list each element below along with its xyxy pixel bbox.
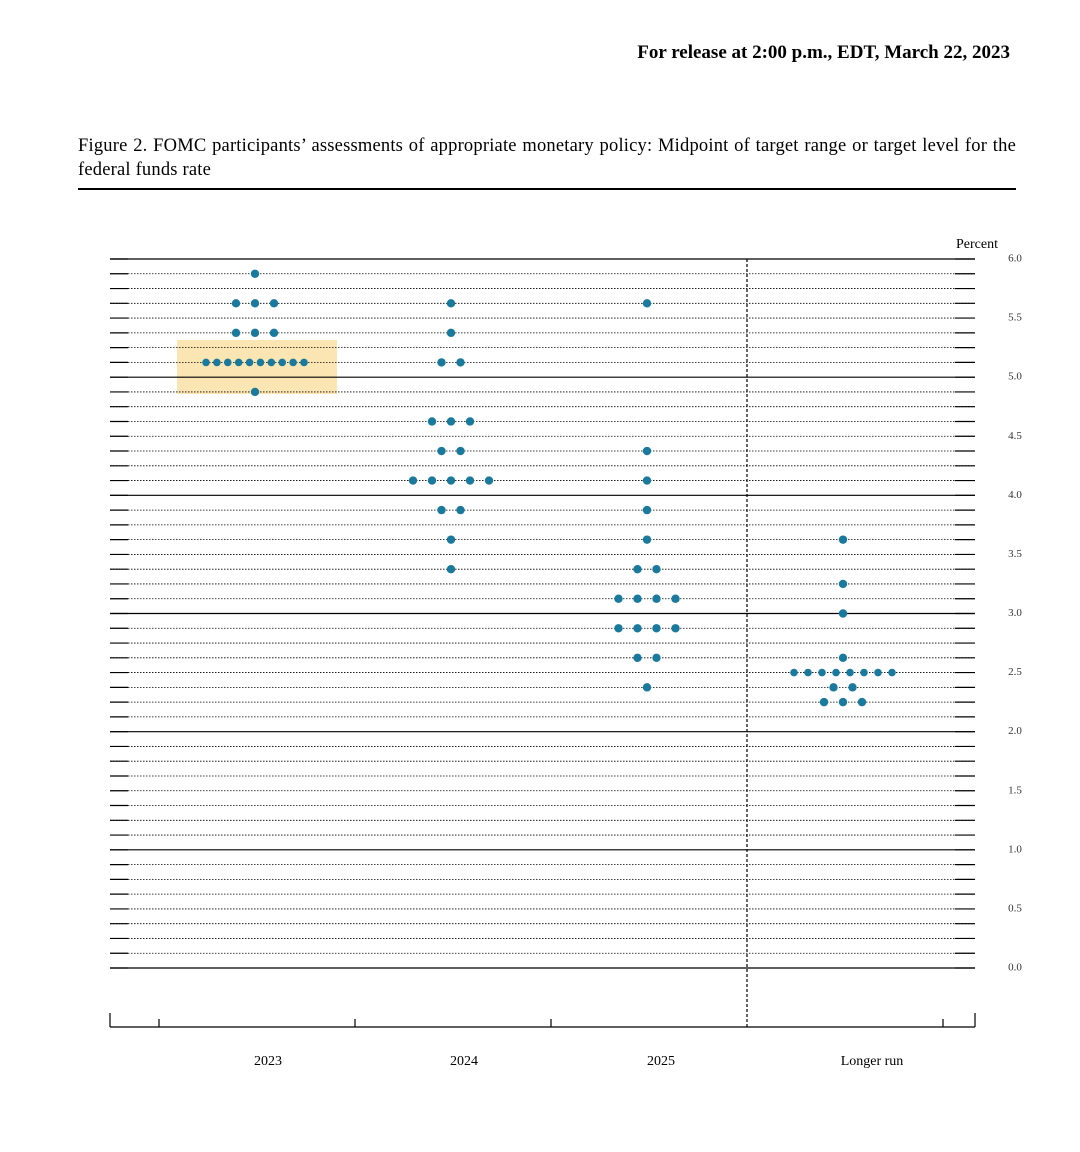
dot: [829, 683, 838, 692]
y-tick-label: 5.5: [1008, 312, 1022, 324]
dot: [614, 624, 623, 633]
y-axis-label: Percent: [956, 237, 998, 252]
dot: [267, 358, 276, 367]
dot: [848, 683, 857, 692]
y-tick-label: 3.0: [1008, 607, 1022, 619]
dot: [818, 668, 826, 677]
highlight-box: [177, 340, 337, 394]
dot: [832, 668, 840, 677]
dot: [671, 624, 680, 633]
dot: [289, 358, 297, 367]
dot: [652, 653, 661, 663]
dot: [300, 358, 308, 367]
y-tick-label: 0.5: [1008, 902, 1022, 914]
dot: [874, 668, 882, 677]
y-tick-label: 2.0: [1008, 725, 1022, 737]
dot: [437, 358, 446, 367]
dot: [642, 446, 652, 456]
x-tick-label: 2023: [254, 1054, 282, 1069]
dot: [614, 594, 623, 603]
dot: [465, 476, 475, 485]
dot: [652, 594, 661, 603]
dot: [250, 269, 260, 278]
dot: [231, 299, 241, 308]
dot: [278, 358, 287, 367]
dot: [857, 697, 867, 707]
figure-title: Figure 2. FOMC participants’ assessments…: [78, 134, 1016, 190]
dot: [642, 535, 652, 544]
x-tick-label: Longer run: [841, 1054, 904, 1069]
dot: [269, 328, 279, 338]
dot: [633, 594, 642, 603]
dot: [250, 387, 260, 397]
dot: [427, 417, 437, 426]
dot: [465, 417, 475, 426]
dot: [642, 476, 652, 485]
dot: [652, 564, 661, 574]
dot: [456, 505, 465, 515]
dot: [446, 328, 456, 338]
dot: [838, 653, 848, 663]
dot: [231, 328, 241, 338]
y-tick-label: 1.0: [1008, 843, 1022, 855]
x-tick-label: 2025: [647, 1054, 675, 1069]
y-tick-label: 0.0: [1008, 962, 1022, 974]
dot: [633, 564, 642, 574]
dot: [484, 476, 494, 485]
dot: [269, 299, 279, 308]
dot: [838, 697, 848, 707]
y-tick-label: 6.0: [1008, 253, 1022, 265]
dot: [819, 697, 829, 707]
dot: [804, 668, 812, 677]
dot: [633, 624, 642, 633]
dot: [446, 535, 456, 544]
dot: [234, 358, 243, 367]
dot: [671, 594, 680, 603]
dot: [642, 683, 652, 692]
dot: [456, 358, 465, 367]
dot: [456, 446, 465, 456]
y-tick-label: 4.5: [1008, 430, 1022, 442]
dot: [790, 668, 798, 677]
dot: [250, 299, 260, 308]
dot: [446, 299, 456, 308]
dot: [642, 299, 652, 308]
dot: [446, 564, 456, 574]
dot: [250, 328, 260, 338]
dot: [213, 358, 221, 367]
dot: [446, 417, 456, 426]
dot: [245, 358, 254, 367]
dot: [642, 505, 652, 515]
y-tick-label: 5.0: [1008, 371, 1022, 383]
dot: [838, 579, 848, 589]
dot: [427, 476, 437, 485]
y-tick-label: 2.5: [1008, 666, 1022, 678]
release-note: For release at 2:00 p.m., EDT, March 22,…: [637, 42, 1010, 63]
x-tick-label: 2024: [450, 1054, 478, 1069]
y-tick-label: 1.5: [1008, 784, 1022, 796]
dot: [256, 358, 265, 367]
dot: [202, 358, 210, 367]
dot: [888, 668, 896, 677]
y-tick-label: 3.5: [1008, 548, 1022, 560]
dot: [408, 476, 418, 485]
dot: [437, 505, 446, 515]
dot: [838, 609, 848, 618]
dot: [437, 446, 446, 456]
dot: [652, 624, 661, 633]
dot: [446, 476, 456, 485]
dot: [846, 668, 854, 677]
dot: [223, 358, 232, 367]
dot: [838, 535, 848, 544]
y-tick-label: 4.0: [1008, 489, 1022, 501]
dot: [860, 668, 868, 677]
dot: [633, 653, 642, 663]
